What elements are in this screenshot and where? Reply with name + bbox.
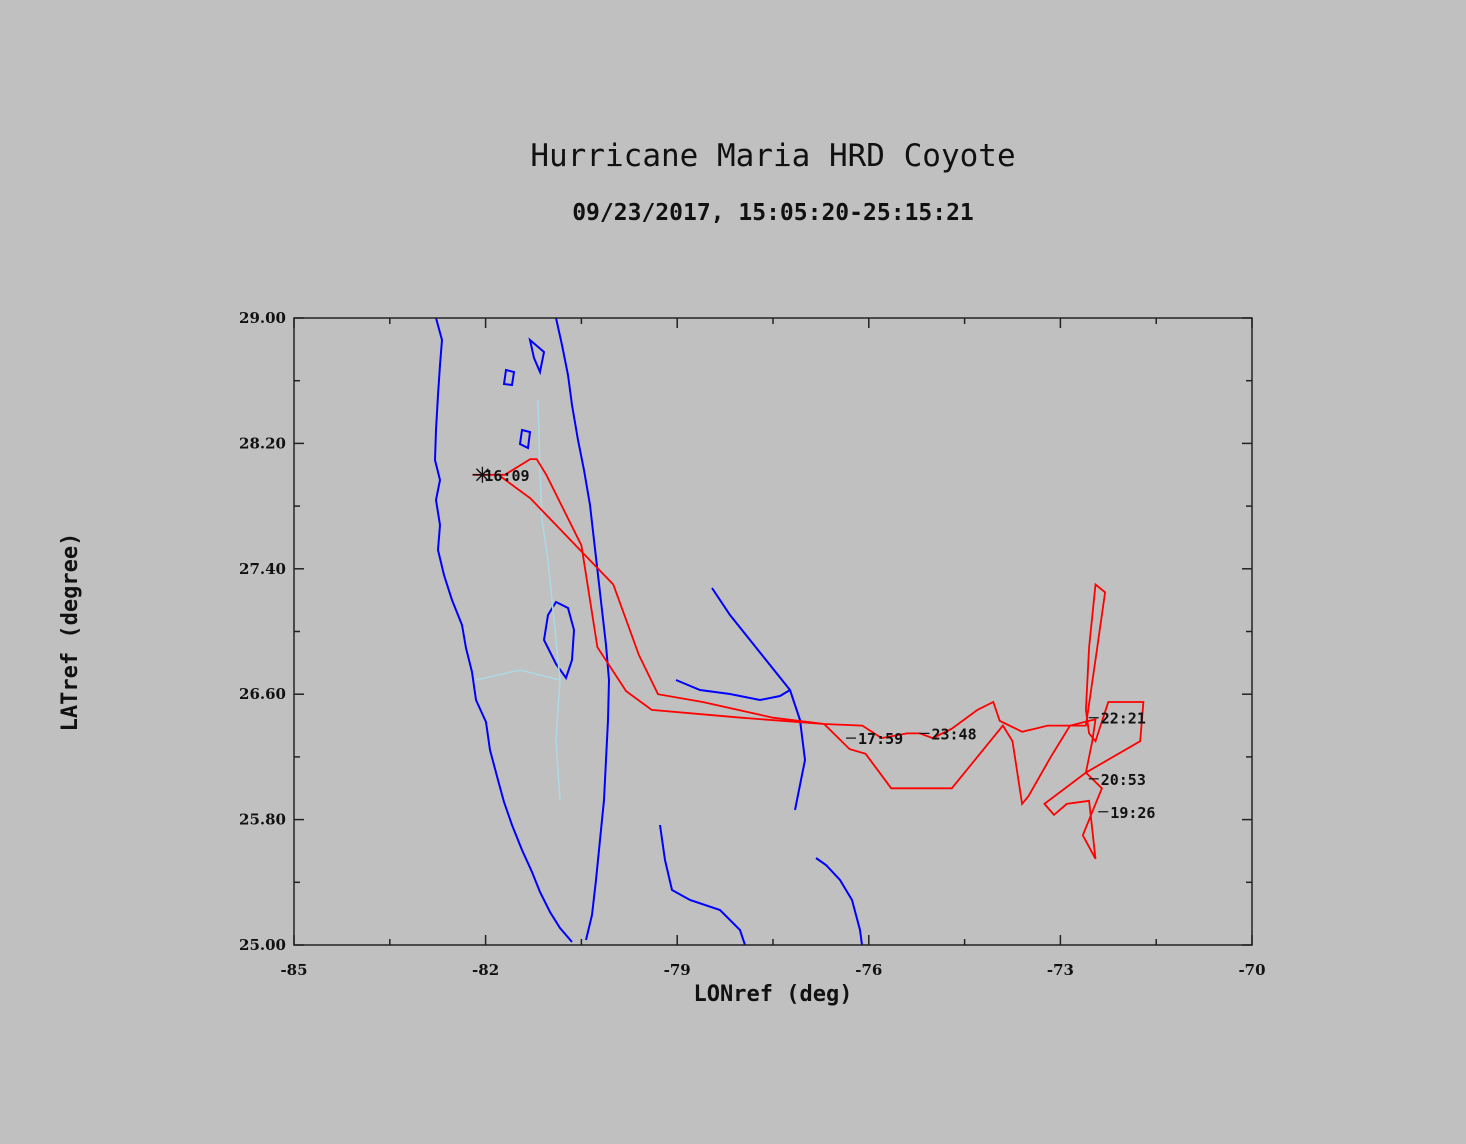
x-tick-label: -70 <box>1238 961 1265 979</box>
state-border <box>475 669 561 681</box>
x-tick-label: -73 <box>1047 961 1074 979</box>
florida-west-coast <box>433 318 573 943</box>
time-label: 23:48 <box>931 725 976 743</box>
x-tick-label: -79 <box>664 961 691 979</box>
florida-east-coast <box>555 318 611 941</box>
axis-ticks <box>293 317 1253 946</box>
bahamas-eleuthera <box>815 857 863 945</box>
x-tick-labels: -85 -82 -79 -76 -73 -70 <box>280 961 1265 979</box>
y-tick-label: 27.40 <box>239 560 286 578</box>
flight-track-line <box>472 458 1145 860</box>
time-label: 16:09 <box>484 467 529 485</box>
time-label: 20:53 <box>1101 771 1146 789</box>
bahamas-abaco <box>711 587 807 811</box>
y-tick-label: 26.60 <box>239 685 286 703</box>
y-tick-label: 28.20 <box>239 434 286 452</box>
x-axis-label: LONref (deg) <box>693 982 853 1007</box>
inland-lake <box>502 368 516 387</box>
start-marker-icon <box>474 466 491 483</box>
time-label: 17:59 <box>858 730 903 748</box>
inland-lake <box>528 337 546 376</box>
y-tick-label: 25.00 <box>239 936 286 954</box>
coastline-group <box>433 318 863 945</box>
bahamas-andros <box>659 824 746 945</box>
x-tick-label: -76 <box>855 961 882 979</box>
chart-subtitle: 09/23/2017, 15:05:20-25:15:21 <box>572 200 974 226</box>
bahamas-grand-bahama <box>675 679 791 702</box>
lake-okeechobee <box>542 600 576 681</box>
state-border <box>537 399 561 801</box>
x-tick-label: -82 <box>472 961 499 979</box>
inland-lake <box>518 428 532 450</box>
chart-title: Hurricane Maria HRD Coyote <box>530 138 1016 174</box>
y-tick-labels: 25.00 25.80 26.60 27.40 28.20 29.00 <box>239 309 286 954</box>
y-tick-label: 29.00 <box>239 309 286 327</box>
y-tick-label: 25.80 <box>239 811 286 829</box>
time-label: 22:21 <box>1101 710 1146 728</box>
time-annotations: 16:09 17:59 23:48 22:21 20:53 19:26 <box>472 466 1155 822</box>
time-label: 19:26 <box>1110 804 1155 822</box>
x-tick-label: -85 <box>280 961 307 979</box>
